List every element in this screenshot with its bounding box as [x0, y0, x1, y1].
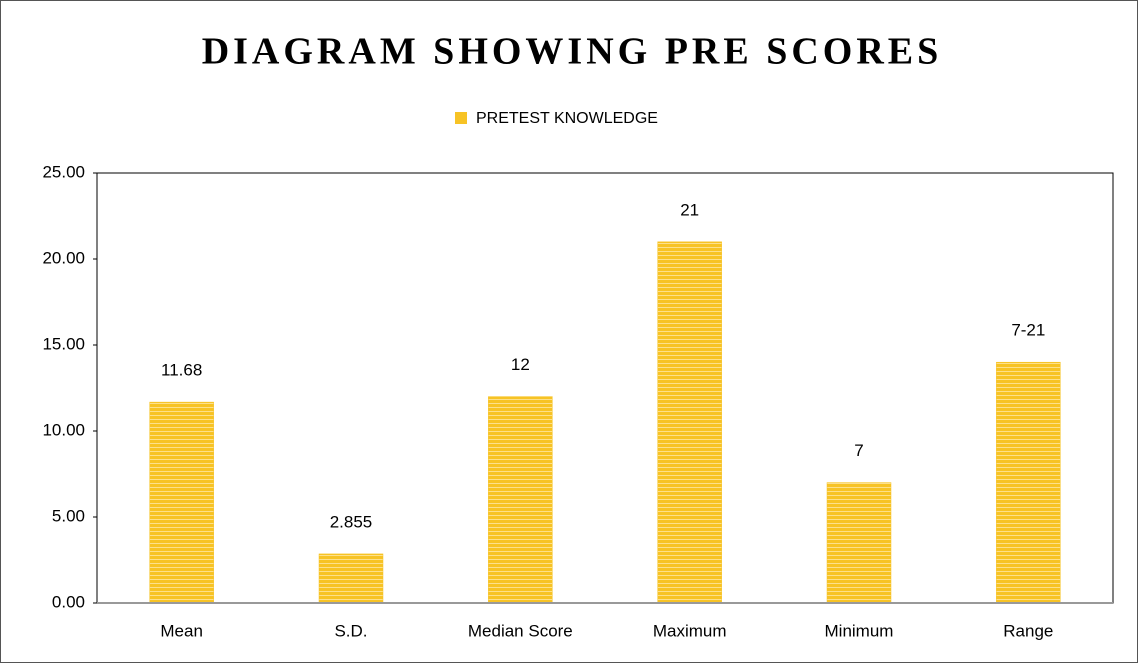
- y-tick-label: 15.00: [42, 334, 85, 353]
- y-tick-label: 0.00: [52, 592, 85, 611]
- legend-label: PRETEST KNOWLEDGE: [476, 110, 658, 127]
- value-label: 7-21: [1011, 321, 1045, 340]
- bar: [149, 401, 214, 604]
- legend-swatch: [455, 112, 467, 124]
- bar: [996, 361, 1061, 604]
- bar: [488, 396, 553, 604]
- y-tick-label: 10.00: [42, 420, 85, 439]
- y-tick-label: 25.00: [42, 162, 85, 181]
- x-tick-label: Minimum: [825, 621, 894, 640]
- value-label: 7: [854, 441, 863, 460]
- value-label: 11.68: [161, 361, 202, 380]
- x-tick-label: S.D.: [334, 621, 367, 640]
- x-tick-label: Maximum: [653, 621, 727, 640]
- bar: [318, 553, 384, 604]
- y-tick-label: 5.00: [52, 506, 85, 525]
- x-tick-label: Median Score: [468, 621, 573, 640]
- x-tick-label: Range: [1003, 621, 1053, 640]
- value-label: 21: [680, 200, 699, 219]
- y-tick-label: 20.00: [42, 248, 85, 267]
- bar: [657, 241, 722, 604]
- bar: [826, 482, 892, 604]
- x-tick-label: Mean: [160, 621, 203, 640]
- value-label: 12: [511, 355, 530, 374]
- chart-title: DIAGRAM SHOWING PRE SCORES: [202, 31, 943, 73]
- value-label: 2.855: [330, 512, 373, 531]
